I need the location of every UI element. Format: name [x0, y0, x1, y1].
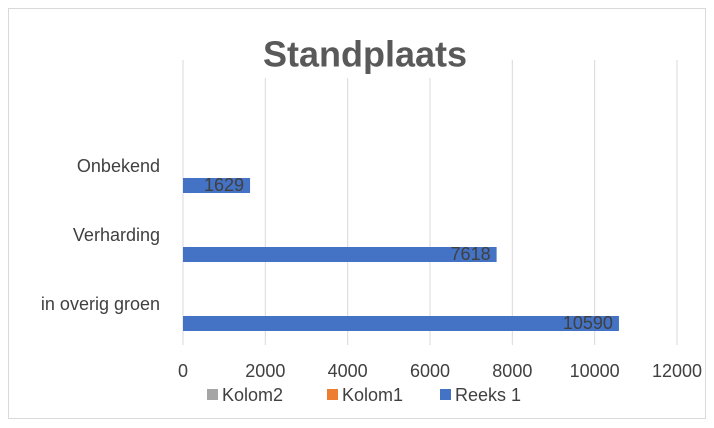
bar [183, 316, 619, 331]
x-tick-label: 0 [178, 361, 188, 381]
legend-label: Reeks 1 [455, 385, 521, 405]
title-background [255, 36, 475, 78]
bar [183, 247, 497, 262]
y-tick-label: in overig groen [41, 294, 160, 314]
chart-title: Standplaats [263, 34, 467, 75]
legend-swatch [440, 389, 451, 400]
legend-swatch [327, 389, 338, 400]
data-label: 1629 [204, 175, 244, 195]
plot: 0 2000 4000 6000 8000 10000 12000 in overig gro… [41, 156, 702, 405]
data-label: 7618 [451, 244, 491, 264]
legend-swatch [207, 389, 218, 400]
y-tick-label: Onbekend [77, 156, 160, 176]
grid [182, 60, 678, 345]
legend-label: Kolom2 [222, 385, 283, 405]
x-tick-label: 4000 [328, 361, 368, 381]
data-label: 10590 [563, 313, 613, 333]
x-tick-label: 2000 [245, 361, 285, 381]
y-tick-label: Verharding [73, 225, 160, 245]
bar [183, 178, 251, 193]
x-tick-label: 12000 [652, 361, 702, 381]
x-tick-label: 10000 [570, 361, 620, 381]
x-tick-label: 6000 [410, 361, 450, 381]
x-tick-label: 8000 [492, 361, 532, 381]
legend-label: Kolom1 [342, 385, 403, 405]
